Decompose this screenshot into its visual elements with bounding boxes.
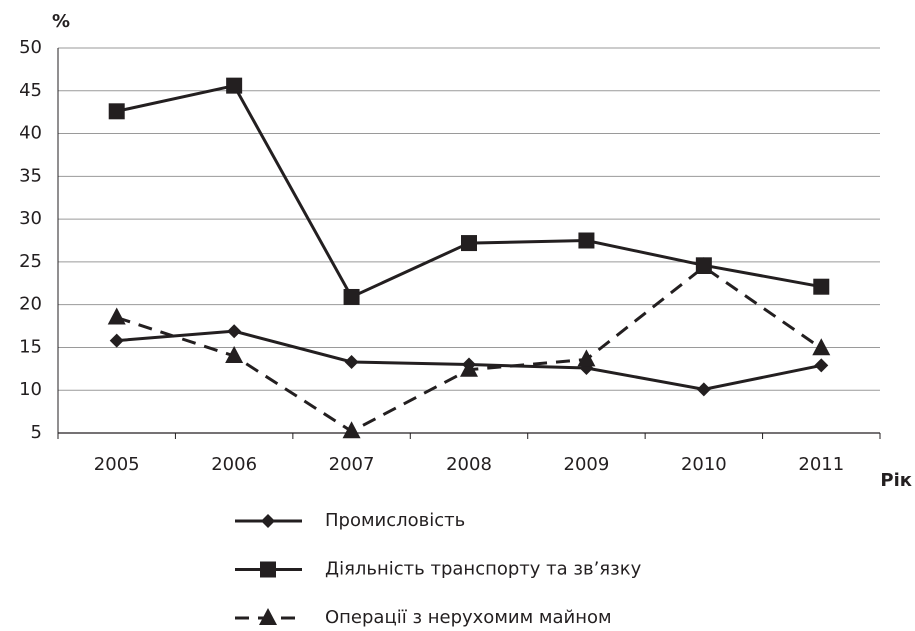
x-tick-label: 2007	[329, 454, 375, 475]
y-tick-label: 15	[19, 336, 42, 357]
point	[108, 103, 125, 120]
point	[461, 235, 477, 252]
point	[812, 338, 831, 356]
x-tick-label: 2011	[798, 454, 844, 475]
point	[578, 232, 595, 249]
point	[344, 354, 359, 369]
point	[109, 333, 124, 348]
y-tick-label: 40	[19, 123, 42, 144]
y-tick-label: 10	[19, 379, 42, 400]
point	[694, 257, 713, 275]
y-tick-label: 35	[19, 165, 42, 186]
series-line	[116, 83, 822, 299]
y-tick-label: 30	[19, 208, 42, 229]
point	[460, 359, 478, 377]
y-tick-label: 5	[31, 422, 42, 443]
point	[814, 358, 829, 373]
legend-label: Діяльність транспорту та зв’язку	[325, 559, 642, 580]
x-tick-label: 2008	[446, 454, 492, 475]
point	[696, 382, 711, 397]
y-tick-label: 20	[19, 294, 42, 315]
legend-label: Промисловість	[325, 510, 465, 531]
legend-label: Операції з нерухомим майном	[325, 607, 612, 628]
point	[107, 307, 126, 325]
legend-marker	[259, 608, 277, 625]
point	[342, 421, 361, 439]
point	[577, 349, 596, 367]
point	[226, 77, 243, 94]
x-axis-label: Рік	[880, 470, 912, 491]
y-axis-label: %	[52, 11, 70, 32]
y-tick-label: 50	[19, 37, 42, 58]
point	[227, 324, 242, 339]
point	[813, 278, 830, 295]
series-line	[116, 265, 823, 434]
point	[343, 288, 360, 305]
y-tick-label: 45	[19, 80, 42, 101]
legend-marker	[261, 514, 275, 528]
x-tick-label: 2010	[681, 454, 727, 475]
point	[225, 346, 244, 363]
x-tick-label: 2006	[211, 454, 257, 475]
x-tick-label: 2009	[564, 454, 610, 475]
legend-marker	[260, 561, 276, 578]
y-tick-label: 25	[19, 251, 42, 272]
x-tick-label: 2005	[94, 454, 140, 475]
